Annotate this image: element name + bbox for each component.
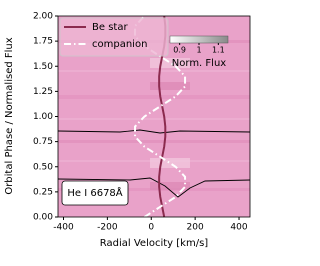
x-tick-label: -400 (53, 223, 74, 233)
legend-box (59, 17, 169, 57)
legend-label: companion (92, 39, 147, 50)
annotation: He I 6678Å (67, 186, 122, 199)
y-tick-label: 1.25 (33, 87, 53, 97)
series-line (134, 15, 187, 218)
y-tick-label: 0.50 (33, 162, 53, 172)
colorbar (169, 35, 229, 44)
x-tick-label: 200 (187, 223, 204, 233)
profile-line (58, 129, 250, 134)
chart: He I 6678Å Radial Velocity [km/s] Orbita… (4, 12, 251, 249)
y-tick-label: 0.75 (33, 137, 53, 147)
x-tick-label: 400 (230, 223, 247, 233)
y-tick-label: 0.00 (33, 213, 53, 223)
colorbar-label: Norm. Flux (172, 58, 227, 69)
y-tick-label: 1.75 (33, 37, 53, 47)
legend-label: Be star (92, 22, 128, 33)
colorbar-tick-label: 0.9 (173, 46, 186, 55)
colorbar-tick-label: 1.1 (212, 46, 225, 55)
annotation-box (61, 180, 129, 206)
x-tick-label: -200 (97, 223, 118, 233)
y-tick-label: 0.25 (33, 187, 53, 197)
profile-line (58, 177, 250, 198)
y-tick-label: 1.00 (33, 112, 53, 122)
y-axis-label: Orbital Phase / Normalised Flux (4, 37, 15, 194)
y-tick-label: 2.00 (33, 12, 53, 22)
y-tick-label: 1.50 (33, 62, 53, 72)
colorbar-tick-label: 1 (196, 46, 201, 55)
x-axis-label: Radial Velocity [km/s] (100, 238, 208, 249)
x-tick-label: 0 (148, 223, 154, 233)
